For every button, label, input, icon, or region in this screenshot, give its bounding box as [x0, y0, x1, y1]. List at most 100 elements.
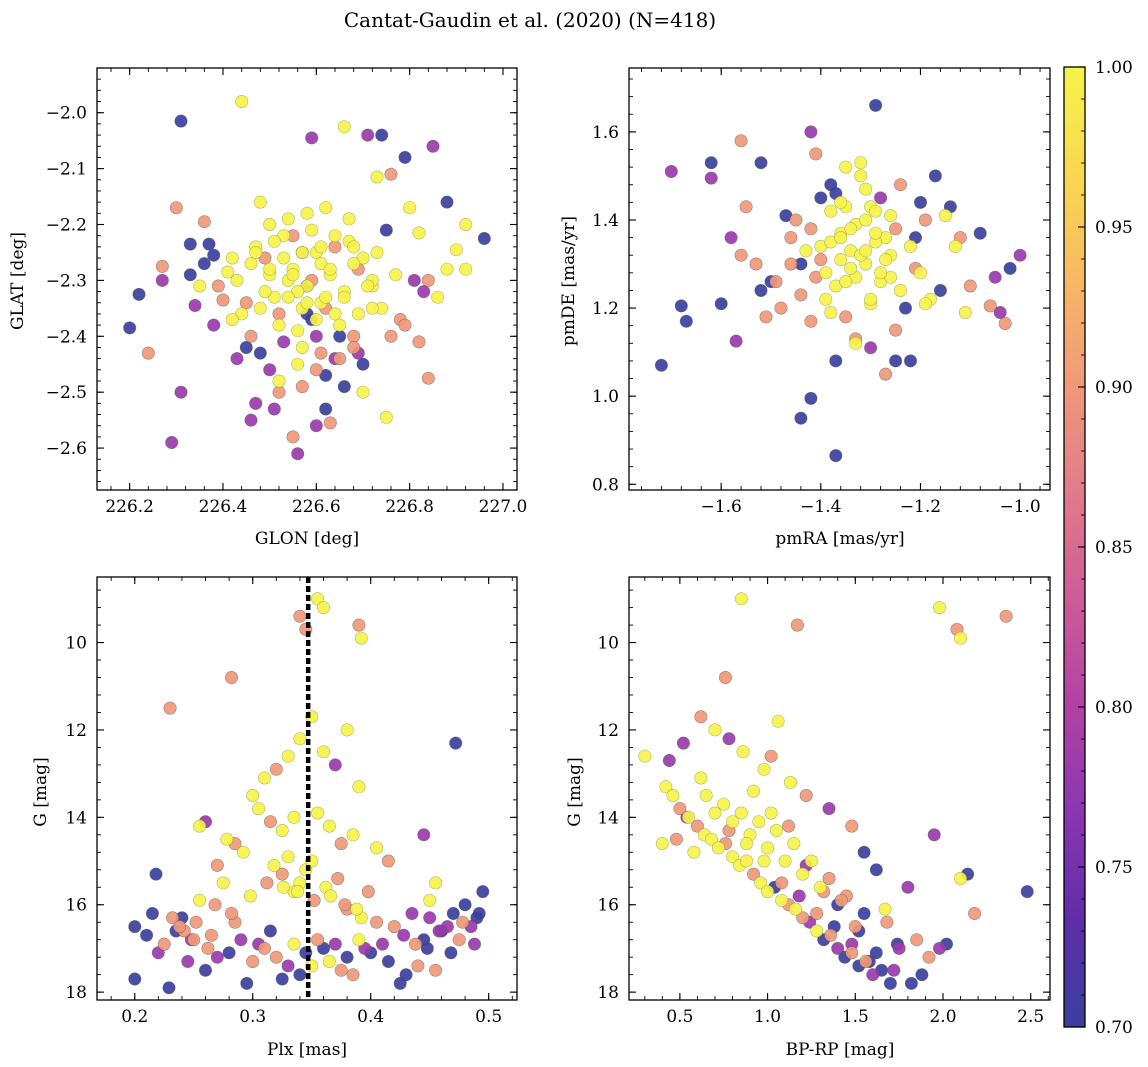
data-point	[145, 906, 159, 920]
data-point	[412, 335, 426, 349]
data-point	[230, 352, 244, 366]
data-point	[704, 832, 718, 846]
data-point	[829, 354, 843, 368]
data-point	[309, 312, 323, 326]
data-point	[699, 788, 713, 802]
data-point	[216, 876, 230, 890]
data-point	[932, 941, 946, 955]
data-point	[746, 867, 760, 881]
y-axis-label: pmDE [mas/yr]	[559, 216, 579, 346]
y-tick-label: 18	[65, 983, 87, 1003]
x-tick-label: 226.6	[292, 497, 341, 517]
data-point	[472, 906, 486, 920]
data-point	[903, 354, 917, 368]
data-point	[774, 301, 788, 315]
data-point	[300, 206, 314, 220]
data-point	[673, 802, 687, 816]
data-point	[782, 819, 796, 833]
colorbar-tick-label: 0.75	[1095, 858, 1133, 878]
data-point	[193, 893, 207, 907]
data-point	[295, 380, 309, 394]
data-point	[789, 902, 803, 916]
data-point	[958, 305, 972, 319]
data-point	[333, 352, 347, 366]
y-tick-label: 18	[597, 983, 619, 1003]
data-point	[638, 749, 652, 763]
data-point	[275, 972, 289, 986]
panel-color-magnitude: BP-RP [mag] G [mag] 0.5 1.0 1.5 2.0 2.5 10 12 1…	[565, 576, 1051, 1060]
data-point	[340, 950, 354, 964]
data-point	[456, 915, 470, 929]
data-point	[291, 885, 305, 899]
data-point	[669, 832, 683, 846]
data-point	[893, 178, 907, 192]
data-point	[397, 928, 411, 942]
data-point	[426, 139, 440, 153]
data-point	[293, 968, 307, 982]
data-point	[281, 850, 295, 864]
colorbar: 0.70 0.75 0.80 0.85 0.90 0.95 1.00	[1063, 58, 1133, 1038]
data-point	[311, 806, 325, 820]
data-point	[319, 201, 333, 215]
data-point	[814, 253, 828, 267]
data-point	[346, 968, 360, 982]
data-point	[405, 906, 419, 920]
data-point	[761, 885, 775, 899]
data-point	[421, 273, 435, 287]
data-point	[804, 391, 818, 405]
data-point	[771, 714, 785, 728]
data-point	[331, 871, 345, 885]
data-point	[993, 305, 1007, 319]
data-point	[291, 447, 305, 461]
data-point	[769, 275, 783, 289]
data-point	[354, 631, 368, 645]
data-point	[267, 234, 281, 248]
data-point	[666, 788, 680, 802]
data-point	[849, 336, 863, 350]
data-point	[243, 889, 257, 903]
data-point	[845, 946, 859, 960]
data-point	[839, 275, 853, 289]
x-tick-label: 0.5	[666, 1007, 693, 1027]
data-point	[848, 920, 862, 934]
data-point	[287, 810, 301, 824]
data-point	[287, 937, 301, 951]
data-point	[844, 222, 858, 236]
data-point	[824, 204, 838, 218]
data-point	[174, 385, 188, 399]
data-point	[189, 915, 203, 929]
data-point	[281, 212, 295, 226]
data-point	[370, 915, 384, 929]
data-point	[759, 310, 773, 324]
scatter-points	[638, 592, 1034, 990]
data-point	[361, 885, 375, 899]
data-point	[311, 933, 325, 947]
data-point	[804, 125, 818, 139]
data-point	[398, 150, 412, 164]
data-point	[839, 160, 853, 174]
data-point	[277, 251, 291, 265]
data-point	[814, 191, 828, 205]
data-point	[239, 296, 253, 310]
data-point	[749, 257, 763, 271]
data-point	[337, 380, 351, 394]
data-point	[999, 609, 1013, 623]
data-point	[281, 959, 295, 973]
data-point	[694, 771, 708, 785]
data-point	[775, 893, 789, 907]
data-point	[269, 950, 283, 964]
data-point	[809, 147, 823, 161]
data-point	[204, 928, 218, 942]
y-tick-label: 1.2	[592, 299, 619, 319]
data-point	[272, 307, 286, 321]
data-point	[790, 618, 804, 632]
data-point	[333, 329, 347, 343]
data-point	[328, 307, 342, 321]
data-point	[822, 871, 836, 885]
data-point	[141, 346, 155, 360]
data-point	[880, 915, 894, 929]
data-point	[429, 963, 443, 977]
data-point	[889, 222, 903, 236]
x-tick-label: 0.3	[239, 1007, 266, 1027]
y-tick-label: −2.6	[46, 439, 87, 459]
